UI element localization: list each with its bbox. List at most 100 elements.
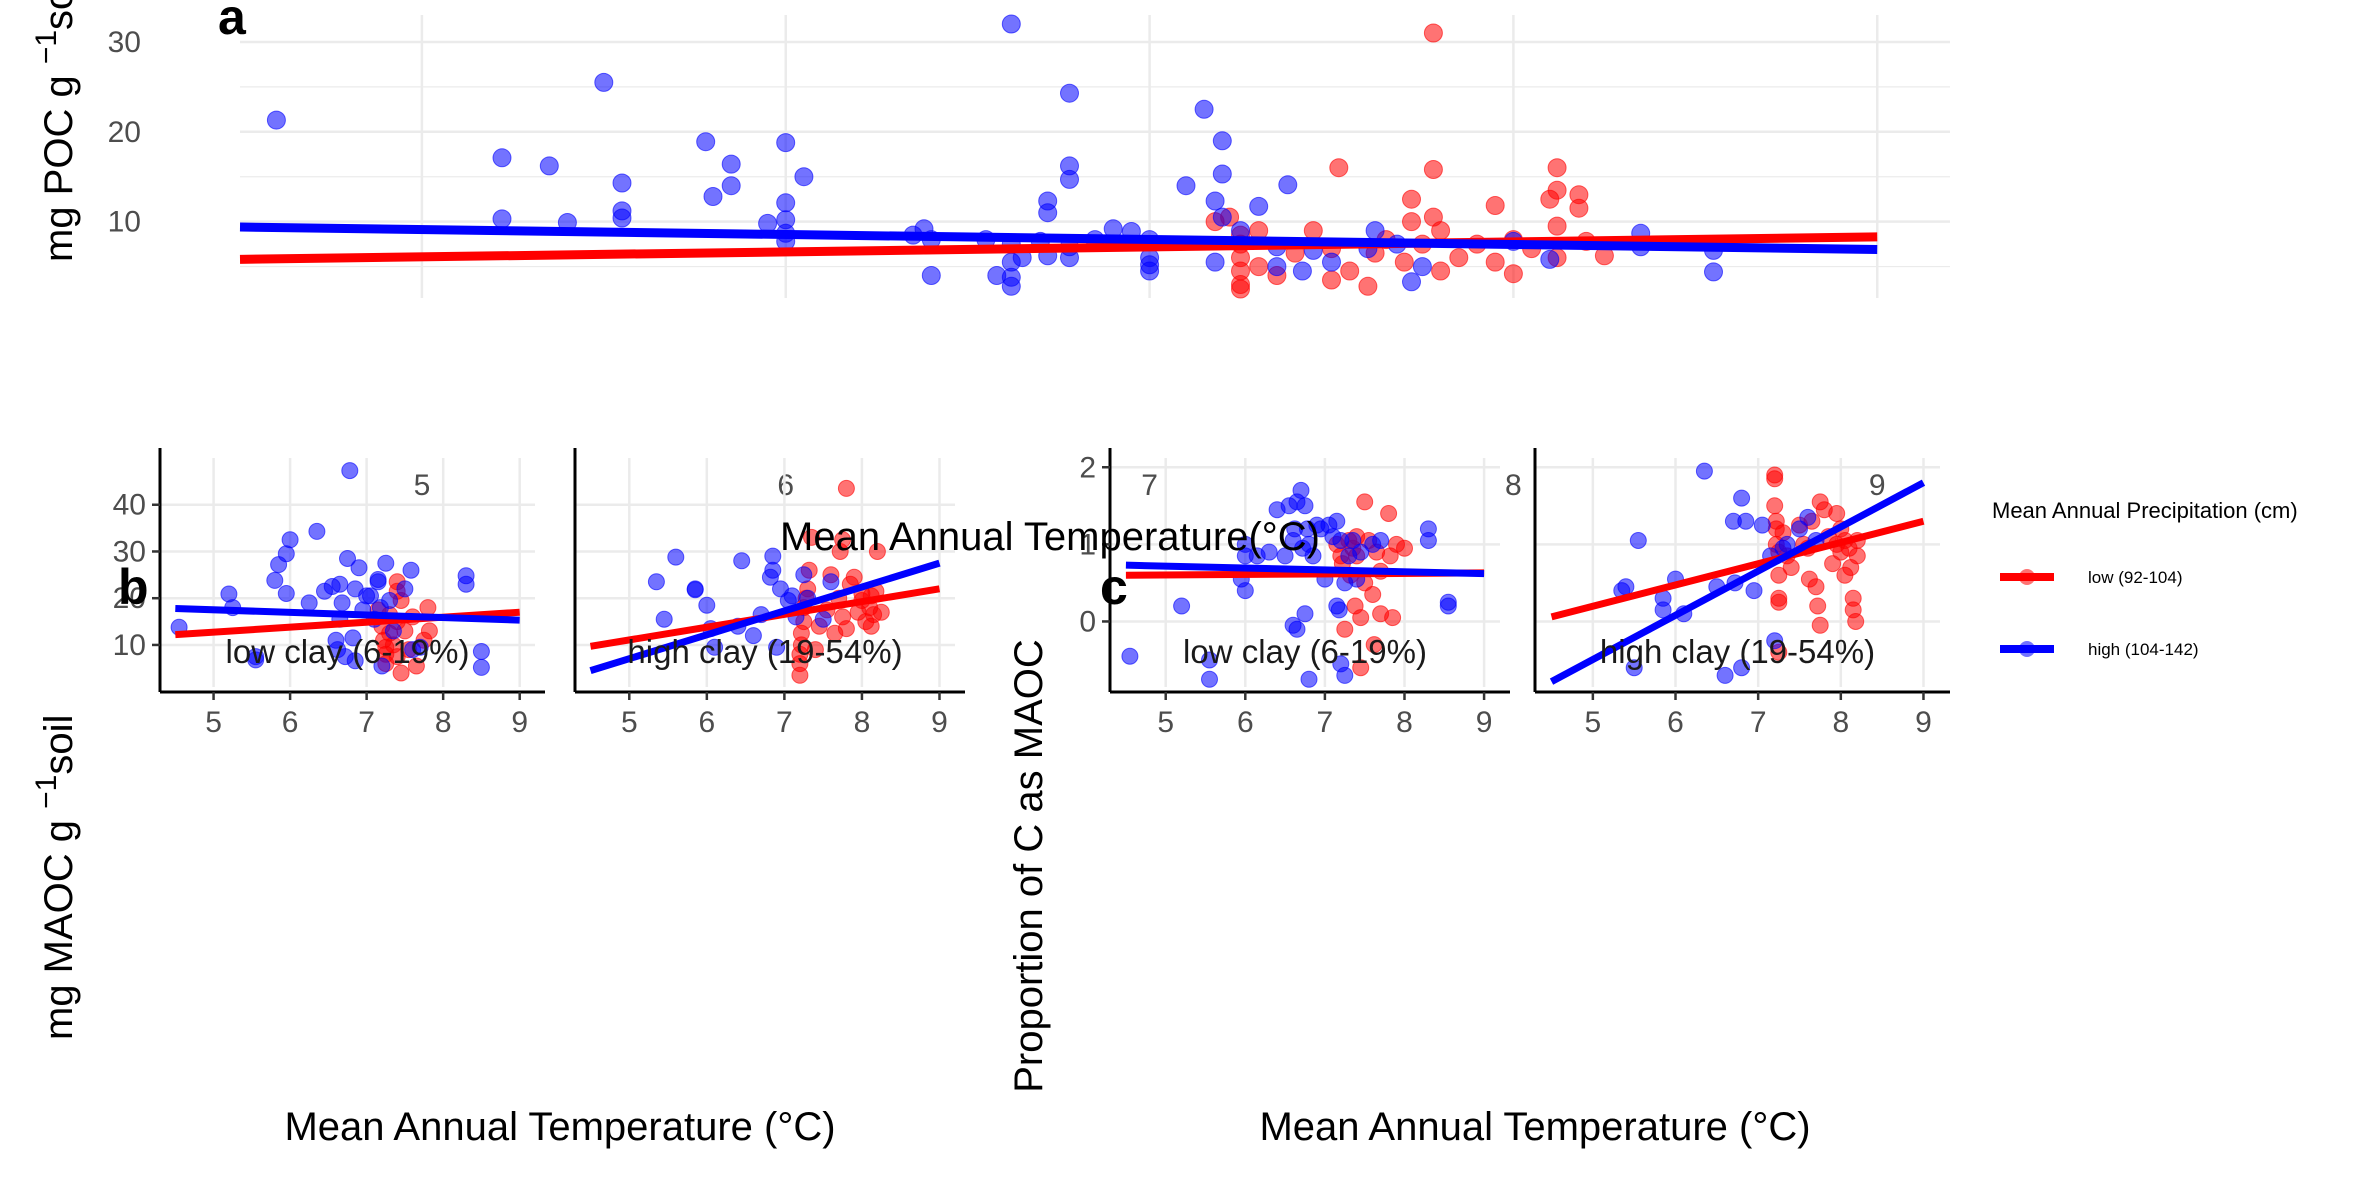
data-point (1176, 176, 1196, 196)
data-point (1439, 597, 1457, 615)
data-point (1384, 609, 1402, 627)
data-point (1372, 532, 1390, 549)
panel-letter-b: b (118, 559, 149, 615)
x-tick-label: 8 (1505, 469, 1522, 502)
data-point (392, 664, 410, 682)
data-point (1001, 276, 1021, 296)
y-tick-label: 30 (108, 26, 141, 59)
data-point (346, 652, 364, 670)
x-tick-label: 9 (1476, 706, 1493, 739)
data-point (1329, 158, 1349, 178)
x-tick-label: 8 (854, 706, 871, 739)
data-point (1811, 616, 1829, 634)
data-point (696, 132, 716, 152)
data-point (300, 594, 318, 612)
data-point (1654, 601, 1672, 619)
legend-title: Mean Annual Precipitation (cm) (1992, 498, 2298, 523)
y-tick-label: 20 (108, 116, 141, 149)
y-tick-label: 1 (1079, 528, 1096, 561)
data-point (1060, 169, 1079, 189)
data-point (1836, 566, 1854, 584)
data-point (1300, 670, 1318, 688)
data-point (1733, 659, 1751, 677)
data-point (1267, 257, 1287, 277)
data-point (655, 610, 673, 628)
data-point (1569, 185, 1589, 205)
x-axis-title-b: Mean Annual Temperature (°C) (284, 1105, 835, 1149)
data-point (1236, 535, 1254, 553)
data-point (1173, 597, 1191, 615)
legend-item-low: low (92-104) (2000, 568, 2183, 587)
data-point (1212, 207, 1232, 227)
panel-b-high-clay: 5 6 7 8 9 high clay (19-54%) (573, 448, 965, 739)
legend-swatch-point-low (2019, 569, 2035, 585)
data-point (822, 573, 840, 591)
data-point (806, 641, 824, 659)
data-point (419, 599, 437, 617)
x-tick-label: 8 (435, 706, 452, 739)
data-point (1394, 252, 1414, 272)
data-point (1344, 532, 1362, 549)
fit-line (1549, 479, 1926, 685)
data-point (1356, 493, 1374, 511)
data-point (1770, 566, 1788, 584)
data-point (795, 566, 813, 584)
data-point (1328, 512, 1346, 530)
data-point (1038, 203, 1058, 223)
x-tick-label: 5 (621, 706, 638, 739)
legend: Mean Annual Precipitation (cm) low (92-1… (1992, 498, 2298, 659)
x-tick-label: 6 (777, 469, 794, 502)
y-tick-label: 10 (108, 206, 141, 239)
panel-b-low-clay: 5 6 7 8 9 10 20 30 40 low clay (6-19%) (113, 448, 545, 739)
data-point (308, 522, 326, 540)
data-point (1358, 276, 1378, 296)
data-point (1485, 252, 1505, 272)
fit-line (1125, 561, 1485, 578)
y-axis-title-b: mg MAOC g −1soil (30, 715, 81, 1040)
data-point (1236, 582, 1254, 600)
facet-strip-label: high clay (19-54%) (1600, 633, 1875, 670)
data-point (1001, 14, 1021, 34)
data-point (1201, 651, 1218, 669)
data-point (1121, 647, 1139, 665)
x-tick-label: 5 (1157, 706, 1174, 739)
x-tick-label: 7 (358, 706, 375, 739)
data-point (331, 575, 349, 593)
x-tick-label: 6 (698, 706, 715, 739)
data-point (721, 154, 741, 174)
data-point (794, 167, 814, 187)
x-tick-label: 7 (1317, 706, 1334, 739)
data-point (1828, 505, 1846, 522)
fit-line (1550, 517, 1925, 621)
x-tick-label: 7 (1141, 469, 1158, 502)
data-point (1547, 158, 1567, 178)
data-point (733, 552, 751, 570)
data-point (1431, 221, 1451, 241)
data-point (1212, 164, 1232, 184)
data-point (1276, 547, 1294, 565)
data-point (1449, 248, 1469, 268)
data-point (1799, 508, 1817, 526)
x-axis-title-a: Mean Annual Temperature(°C) (780, 515, 1320, 559)
data-point (344, 629, 362, 647)
x-tick-label: 6 (282, 706, 299, 739)
x-tick-label: 5 (1585, 706, 1602, 739)
data-point (783, 587, 801, 605)
data-point (1503, 264, 1523, 284)
data-point (921, 266, 941, 285)
data-point (1364, 586, 1382, 603)
data-point (1205, 191, 1225, 211)
data-point (647, 573, 665, 591)
data-point (1402, 212, 1421, 232)
data-point (396, 580, 414, 598)
data-point (350, 559, 368, 577)
data-point (1205, 252, 1225, 272)
data-point (1791, 520, 1808, 538)
x-tick-label: 9 (1915, 706, 1932, 739)
fit-line (175, 604, 520, 624)
data-point (1547, 180, 1567, 200)
data-point (411, 638, 429, 656)
data-point (803, 528, 820, 546)
data-point (612, 208, 632, 228)
data-point (1249, 257, 1269, 277)
